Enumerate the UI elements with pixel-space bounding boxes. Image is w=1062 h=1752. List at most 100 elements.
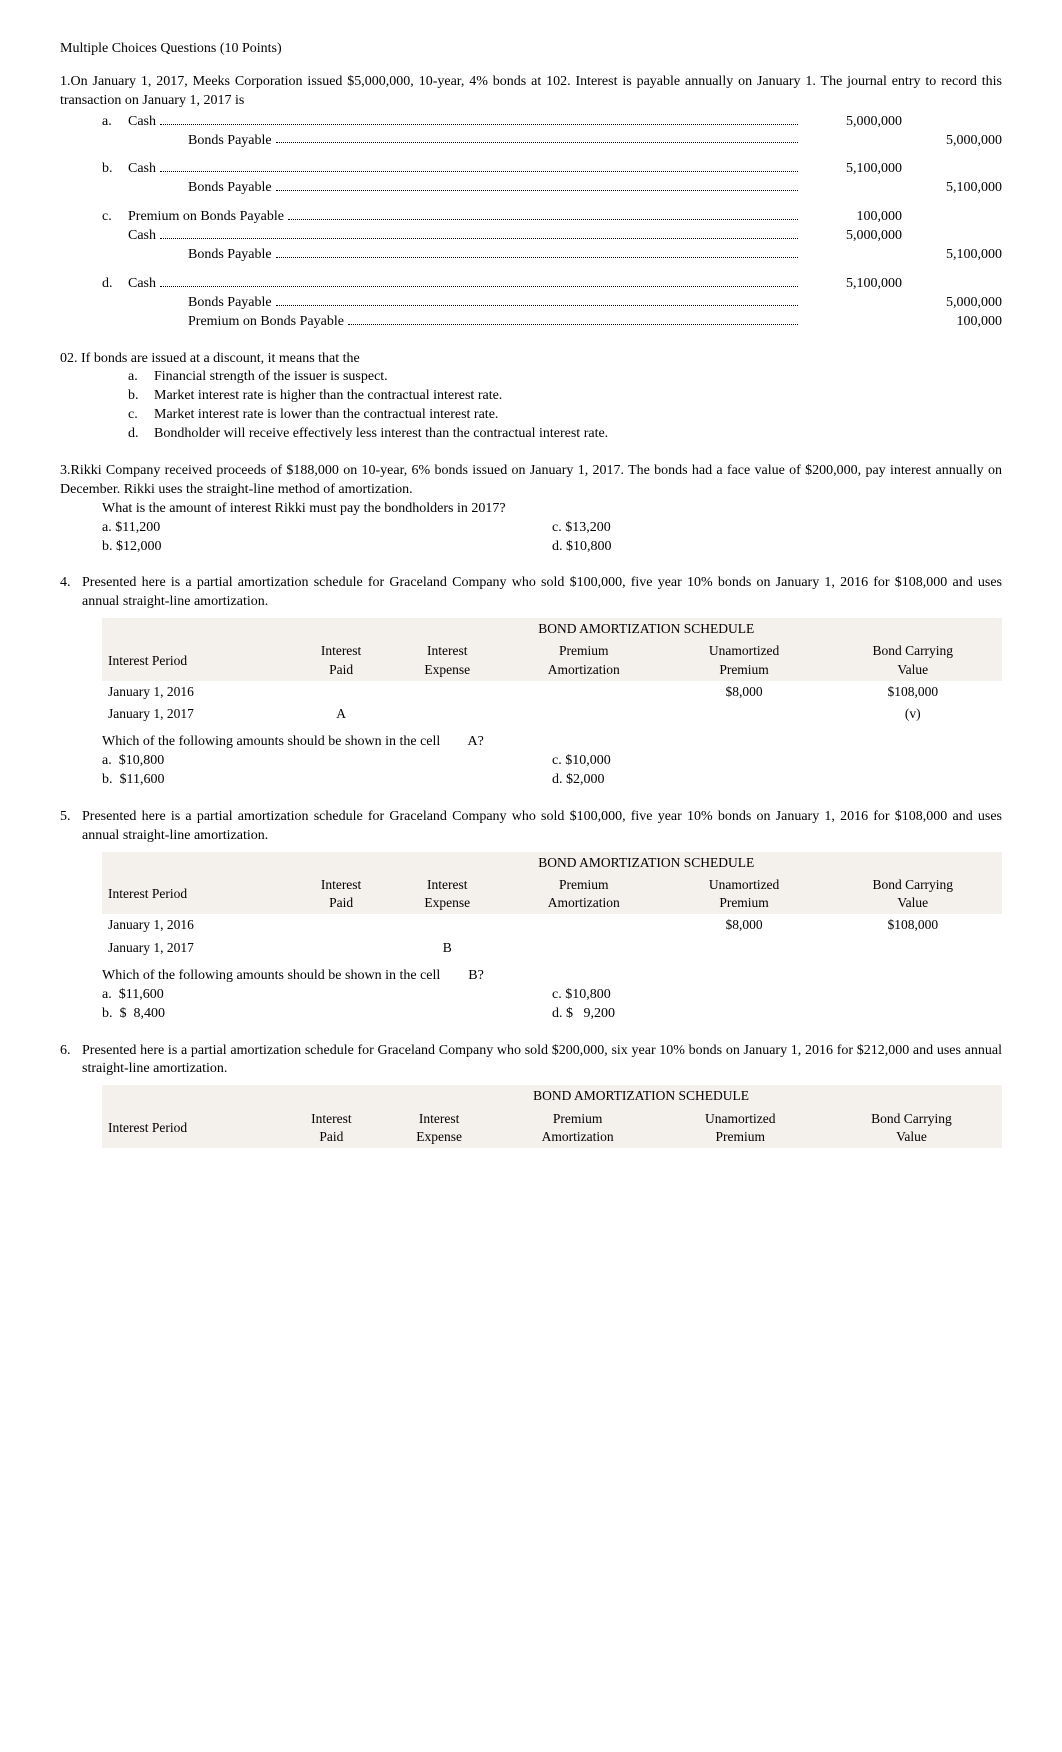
opt-text: $10,800: [119, 753, 165, 768]
cell: (v): [824, 703, 1002, 725]
q1-opt-b: b. Cash 5,100,000 Bonds Payable 5,100,00…: [102, 160, 1002, 198]
q5-options: a. $11,600 c. $10,800: [102, 986, 1002, 1005]
opt-text: Market interest rate is lower than the c…: [154, 406, 498, 425]
opt-text: $11,600: [120, 772, 165, 787]
question-6: 6. Presented here is a partial amortizat…: [60, 1042, 1002, 1148]
q4-options: a. $10,800 c. $10,000: [102, 752, 1002, 771]
leader-dots: [160, 286, 798, 287]
opt-letter: a.: [102, 113, 128, 132]
opt-letter: b.: [102, 772, 113, 787]
col-head: InterestPaid: [291, 640, 392, 680]
cell: A: [291, 703, 392, 725]
col-head: UnamortizedPremium: [660, 1108, 821, 1148]
q6-table-wrap: BOND AMORTIZATION SCHEDULE Interest Peri…: [102, 1085, 1002, 1148]
col-head: Bond CarryingValue: [824, 640, 1002, 680]
col-head: PremiumAmortization: [503, 874, 665, 914]
cell: January 1, 2016: [102, 681, 291, 703]
leader-dots: [276, 305, 798, 306]
amortization-table: BOND AMORTIZATION SCHEDULE Interest Peri…: [102, 852, 1002, 959]
question-5: 5. Presented here is a partial amortizat…: [60, 808, 1002, 1024]
section-title: Multiple Choices Questions (10 Points): [60, 40, 1002, 59]
leader-dots: [160, 171, 798, 172]
q2-stem: 02. If bonds are issued at a discount, i…: [60, 350, 1002, 369]
col-head: Interest Period: [102, 1108, 280, 1148]
entry-label: Bonds Payable: [188, 179, 272, 198]
table-title: BOND AMORTIZATION SCHEDULE: [280, 1085, 1002, 1107]
opt-text: Financial strength of the issuer is susp…: [154, 368, 388, 387]
opt-c: c. $10,000: [552, 752, 1002, 771]
col-head: PremiumAmortization: [503, 640, 665, 680]
col-head: UnamortizedPremium: [665, 874, 824, 914]
q4-options-2: b. $11,600 d. $2,000: [102, 771, 1002, 790]
col-head: InterestExpense: [383, 1108, 496, 1148]
col-head: InterestPaid: [291, 874, 392, 914]
opt-c: c. $13,200: [552, 519, 1002, 538]
entry-label: Cash: [128, 160, 156, 179]
col-head: InterestExpense: [392, 874, 503, 914]
q4-sub: Which of the following amounts should be…: [102, 733, 1002, 752]
cell: January 1, 2017: [102, 703, 291, 725]
opt-text: Bondholder will receive effectively less…: [154, 425, 608, 444]
opt-letter: c.: [102, 208, 128, 227]
opt-letter: d.: [128, 425, 154, 444]
q4-number: 4.: [60, 574, 82, 612]
col-head: InterestPaid: [280, 1108, 383, 1148]
amortization-table: BOND AMORTIZATION SCHEDULE Interest Peri…: [102, 1085, 1002, 1148]
entry-label: Bonds Payable: [188, 246, 272, 265]
debit-amount: 5,000,000: [802, 113, 902, 132]
q3-options: a. $11,200 c. $13,200: [102, 519, 1002, 538]
opt-letter: c.: [128, 406, 154, 425]
entry-label: Bonds Payable: [188, 132, 272, 151]
cell: $8,000: [665, 914, 824, 936]
entry-label: Cash: [128, 113, 156, 132]
debit-amount: 5,000,000: [802, 227, 902, 246]
credit-amount: 100,000: [902, 313, 1002, 332]
q3-options-2: b. $12,000 d. $10,800: [102, 538, 1002, 557]
leader-dots: [276, 257, 798, 258]
entry-label: Cash: [128, 275, 156, 294]
leader-dots: [288, 219, 798, 220]
entry-label: Cash: [128, 227, 156, 246]
q3-stem: 3.Rikki Company received proceeds of $18…: [60, 462, 1002, 500]
opt-letter: a.: [102, 753, 112, 768]
cell: January 1, 2016: [102, 914, 291, 936]
leader-dots: [160, 238, 798, 239]
opt-a: a. $11,200: [102, 519, 552, 538]
leader-dots: [276, 142, 798, 143]
opt-text: Market interest rate is higher than the …: [154, 387, 502, 406]
col-head: Bond CarryingValue: [821, 1108, 1002, 1148]
q4-table-wrap: BOND AMORTIZATION SCHEDULE Interest Peri…: [102, 618, 1002, 790]
cell: January 1, 2017: [102, 937, 291, 959]
opt-d: d. $10,800: [552, 538, 1002, 557]
q4-stem: Presented here is a partial amortization…: [82, 574, 1002, 612]
question-2: 02. If bonds are issued at a discount, i…: [60, 350, 1002, 444]
question-1: 1.On January 1, 2017, Meeks Corporation …: [60, 73, 1002, 332]
opt-letter: b.: [102, 160, 128, 179]
opt-letter: b.: [128, 387, 154, 406]
col-head: UnamortizedPremium: [665, 640, 824, 680]
q1-opt-a: a. Cash 5,000,000 Bonds Payable 5,000,00…: [102, 113, 1002, 151]
q6-number: 6.: [60, 1042, 82, 1080]
col-head: PremiumAmortization: [496, 1108, 660, 1148]
q1-opt-c: c. Premium on Bonds Payable 100,000 Cash…: [102, 208, 1002, 265]
col-head: Bond CarryingValue: [824, 874, 1002, 914]
credit-amount: 5,100,000: [902, 179, 1002, 198]
leader-dots: [160, 124, 798, 125]
debit-amount: 5,100,000: [802, 275, 902, 294]
debit-amount: 5,100,000: [802, 160, 902, 179]
opt-text: $11,600: [119, 987, 164, 1002]
cell: $108,000: [824, 914, 1002, 936]
col-head: InterestExpense: [392, 640, 503, 680]
q5-sub: Which of the following amounts should be…: [102, 967, 1002, 986]
cell: B: [392, 937, 503, 959]
opt-letter: a.: [128, 368, 154, 387]
q5-options-2: b. $ 8,400 d. $ 9,200: [102, 1005, 1002, 1024]
opt-letter: d.: [102, 275, 128, 294]
credit-amount: 5,100,000: [902, 246, 1002, 265]
credit-amount: 5,000,000: [902, 132, 1002, 151]
table-title: BOND AMORTIZATION SCHEDULE: [291, 618, 1002, 640]
leader-dots: [348, 324, 798, 325]
entry-label: Premium on Bonds Payable: [188, 313, 344, 332]
q5-number: 5.: [60, 808, 82, 846]
col-head: Interest Period: [102, 640, 291, 680]
